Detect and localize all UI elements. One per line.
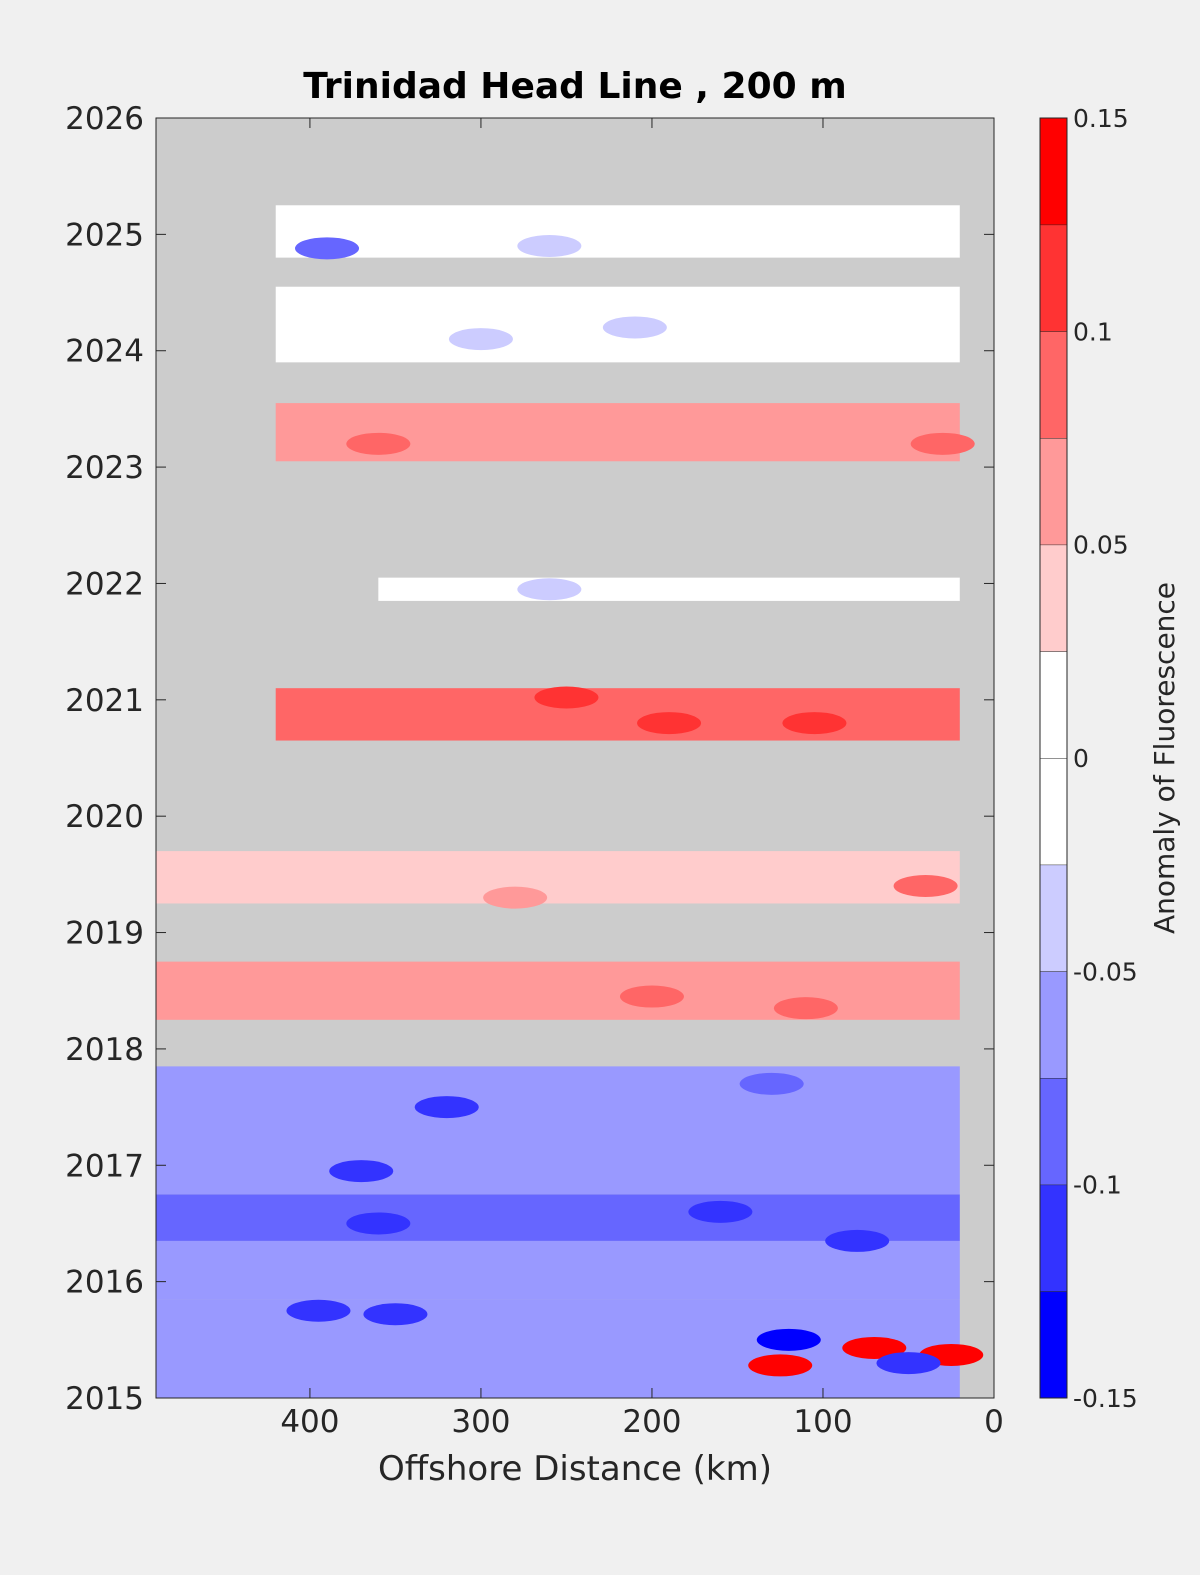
y-tick-label: 2018	[65, 1032, 144, 1068]
data-band	[156, 1240, 960, 1300]
y-tick-label: 2022	[65, 566, 144, 602]
colorbar-tick-label: -0.1	[1073, 1171, 1122, 1200]
anomaly-spot	[893, 875, 958, 897]
chart-title: Trinidad Head Line , 200 m	[303, 66, 846, 107]
colorbar-segment	[1040, 651, 1067, 758]
anomaly-spot	[602, 316, 667, 339]
colorbar-segment	[1040, 118, 1067, 225]
y-tick-label: 2015	[65, 1381, 144, 1417]
anomaly-spot	[295, 237, 360, 260]
y-tick-label: 2025	[65, 217, 144, 253]
colorbar-segment	[1040, 438, 1067, 545]
colorbar-segment	[1040, 1291, 1067, 1398]
y-tick-label: 2019	[65, 916, 144, 952]
x-tick-label: 0	[984, 1404, 1004, 1440]
colorbar-segment	[1040, 864, 1067, 972]
anomaly-spot	[910, 432, 975, 455]
data-band	[275, 688, 960, 741]
anomaly-spot	[346, 432, 411, 455]
data-band	[378, 577, 960, 601]
data-band	[275, 205, 960, 258]
y-tick-label: 2021	[65, 683, 144, 719]
x-axis-label: Offshore Distance (km)	[378, 1449, 772, 1489]
y-tick-label: 2026	[65, 101, 144, 137]
y-tick-label: 2017	[65, 1148, 144, 1184]
x-tick-label: 200	[622, 1404, 681, 1440]
anomaly-spot	[329, 1160, 394, 1183]
colorbar-segment	[1040, 331, 1067, 438]
colorbar-frame	[1039, 117, 1068, 1399]
anomaly-spot	[748, 1354, 813, 1377]
colorbar-segment	[1040, 971, 1067, 1078]
anomaly-spot	[688, 1200, 753, 1223]
anomaly-spot	[739, 1072, 804, 1095]
y-tick-label: 2016	[65, 1265, 144, 1301]
colorbar-segment	[1040, 758, 1067, 865]
y-tick-label: 2024	[65, 334, 144, 370]
x-tick-label: 100	[793, 1404, 852, 1440]
data-band	[156, 961, 960, 1020]
anomaly-spot	[517, 578, 582, 601]
colorbar: 0.15 0.1 0.05 0 -0.05 -0.1 -0.15	[1039, 104, 1138, 1413]
heatmap-bands	[156, 205, 984, 1398]
anomaly-spot	[286, 1299, 351, 1322]
data-band	[156, 851, 960, 904]
anomaly-spot	[448, 328, 513, 351]
x-tick-label: 300	[451, 1404, 510, 1440]
colorbar-tick-label: 0.1	[1073, 317, 1113, 346]
colorbar-segment	[1040, 1184, 1067, 1292]
anomaly-spot	[773, 997, 838, 1020]
colorbar-tick-label: -0.05	[1073, 957, 1138, 986]
colorbar-tick-label: 0	[1073, 744, 1089, 773]
anomaly-spot	[517, 235, 582, 257]
y-tick-label: 2023	[65, 450, 144, 486]
data-band	[156, 1194, 960, 1241]
data-band	[156, 1066, 960, 1142]
anomaly-spot	[363, 1303, 428, 1326]
anomaly-spot	[842, 1336, 907, 1359]
colorbar-tick-label: 0.15	[1073, 104, 1129, 133]
data-band	[156, 1142, 960, 1195]
anomaly-spot	[825, 1229, 890, 1252]
anomaly-spot	[756, 1328, 821, 1351]
x-axis-ticks: 400 300 200 100 0	[280, 118, 1004, 1440]
colorbar-segment	[1040, 544, 1067, 652]
anomaly-spot	[619, 985, 684, 1008]
y-axis-ticks: 2015 2016 2017 2018 2019 2020 2021 2022 2023 2024…	[65, 101, 994, 1417]
colorbar-label: Anomaly of Fluorescence	[1148, 582, 1181, 934]
anomaly-spot	[876, 1352, 941, 1375]
colorbar-tick-label: -0.15	[1073, 1384, 1138, 1413]
anomaly-spot	[346, 1212, 411, 1235]
colorbar-segment	[1040, 224, 1067, 332]
y-tick-label: 2020	[65, 799, 144, 835]
data-band	[156, 1299, 960, 1398]
anomaly-spot	[414, 1096, 479, 1119]
anomaly-spot	[483, 886, 548, 909]
x-tick-label: 400	[280, 1404, 339, 1440]
anomaly-spot	[782, 712, 847, 735]
anomaly-spot	[637, 712, 702, 735]
plot-frame	[155, 117, 995, 1399]
anomaly-spot	[534, 686, 599, 709]
colorbar-segment	[1040, 1078, 1067, 1185]
colorbar-tick-label: 0.05	[1073, 531, 1129, 560]
